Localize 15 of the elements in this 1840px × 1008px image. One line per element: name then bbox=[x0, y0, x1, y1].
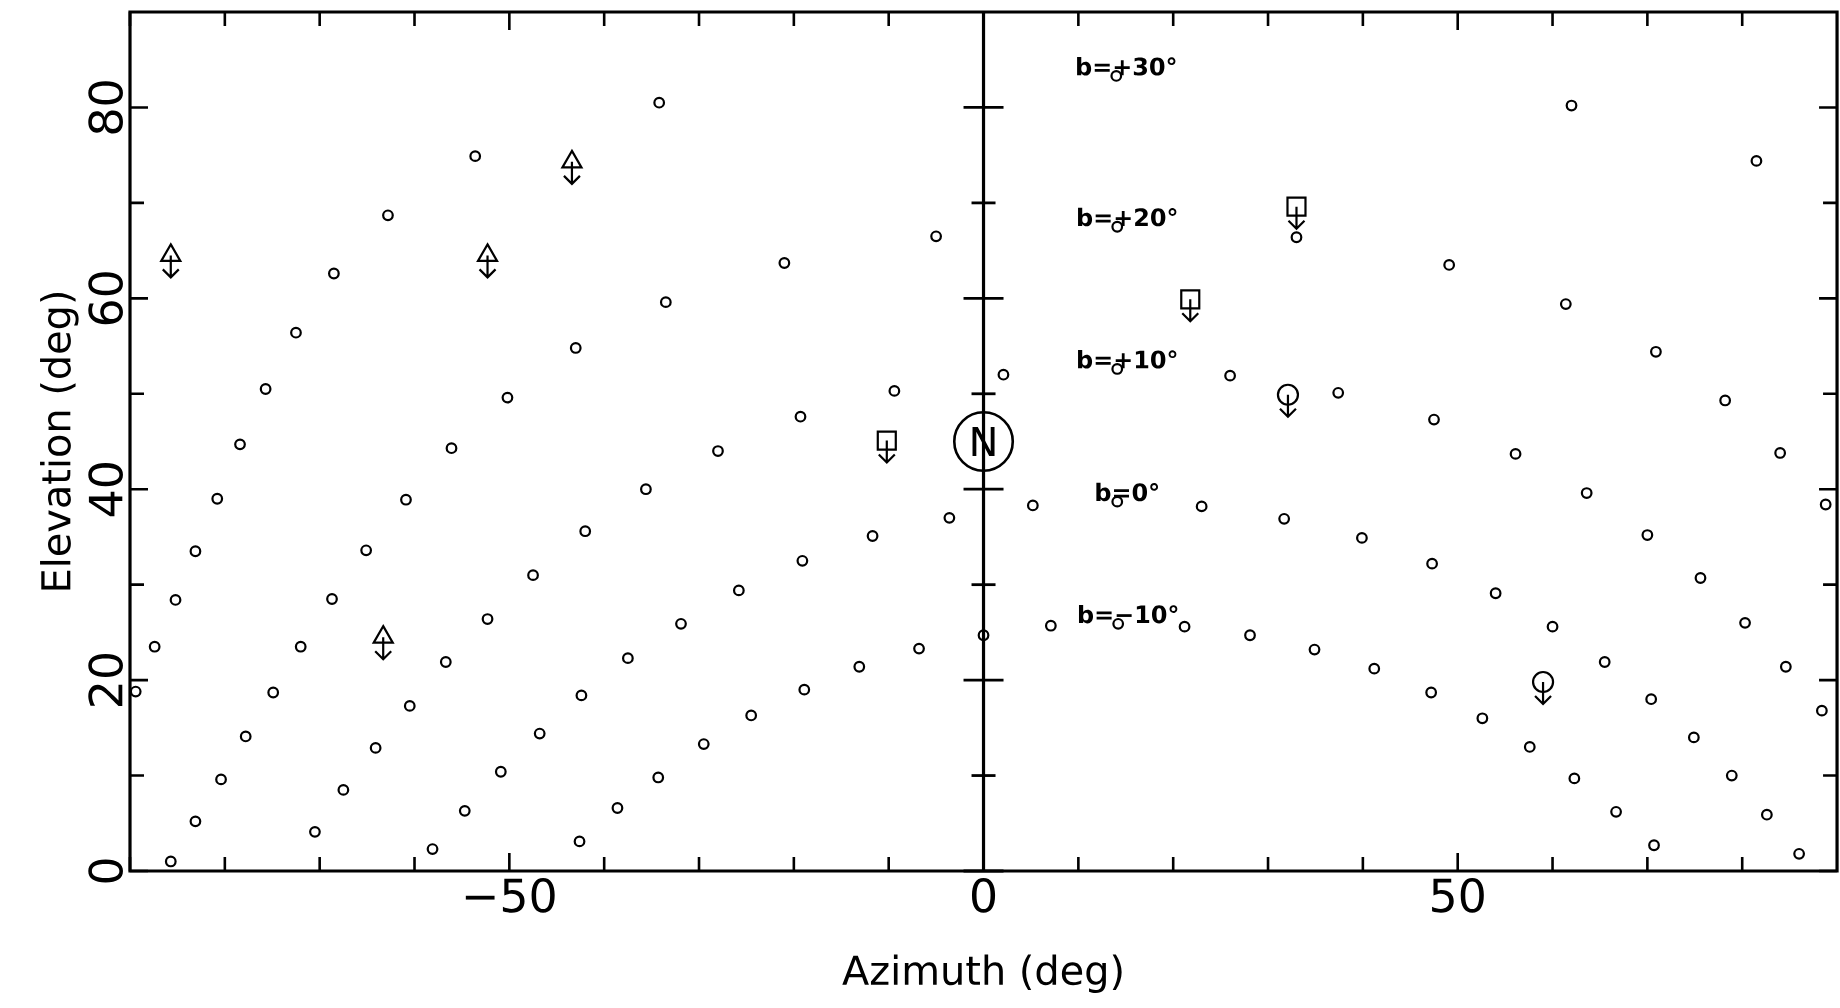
x-tick-label: 50 bbox=[1432, 878, 1484, 913]
y-tick-label: 40 bbox=[88, 463, 123, 517]
x-tick-label: −50 bbox=[465, 878, 555, 913]
y-tick-label: 80 bbox=[88, 81, 123, 134]
x-tick-label: 0 bbox=[971, 878, 996, 913]
annotation: b=+10° bbox=[1078, 350, 1177, 369]
annotation: b=−10° bbox=[1078, 604, 1178, 624]
annotation: b=+20° bbox=[1078, 207, 1177, 227]
annotation: b=+30° bbox=[1077, 57, 1176, 76]
y-tick-label: 60 bbox=[88, 272, 123, 325]
y-tick-label: 20 bbox=[88, 654, 123, 706]
x-axis-title: Azimuth (deg) bbox=[842, 954, 1122, 993]
y-tick-label: 0 bbox=[88, 859, 123, 883]
annotation: b=0° bbox=[1096, 482, 1159, 502]
y-axis-title: Elevation (deg) bbox=[40, 292, 79, 590]
